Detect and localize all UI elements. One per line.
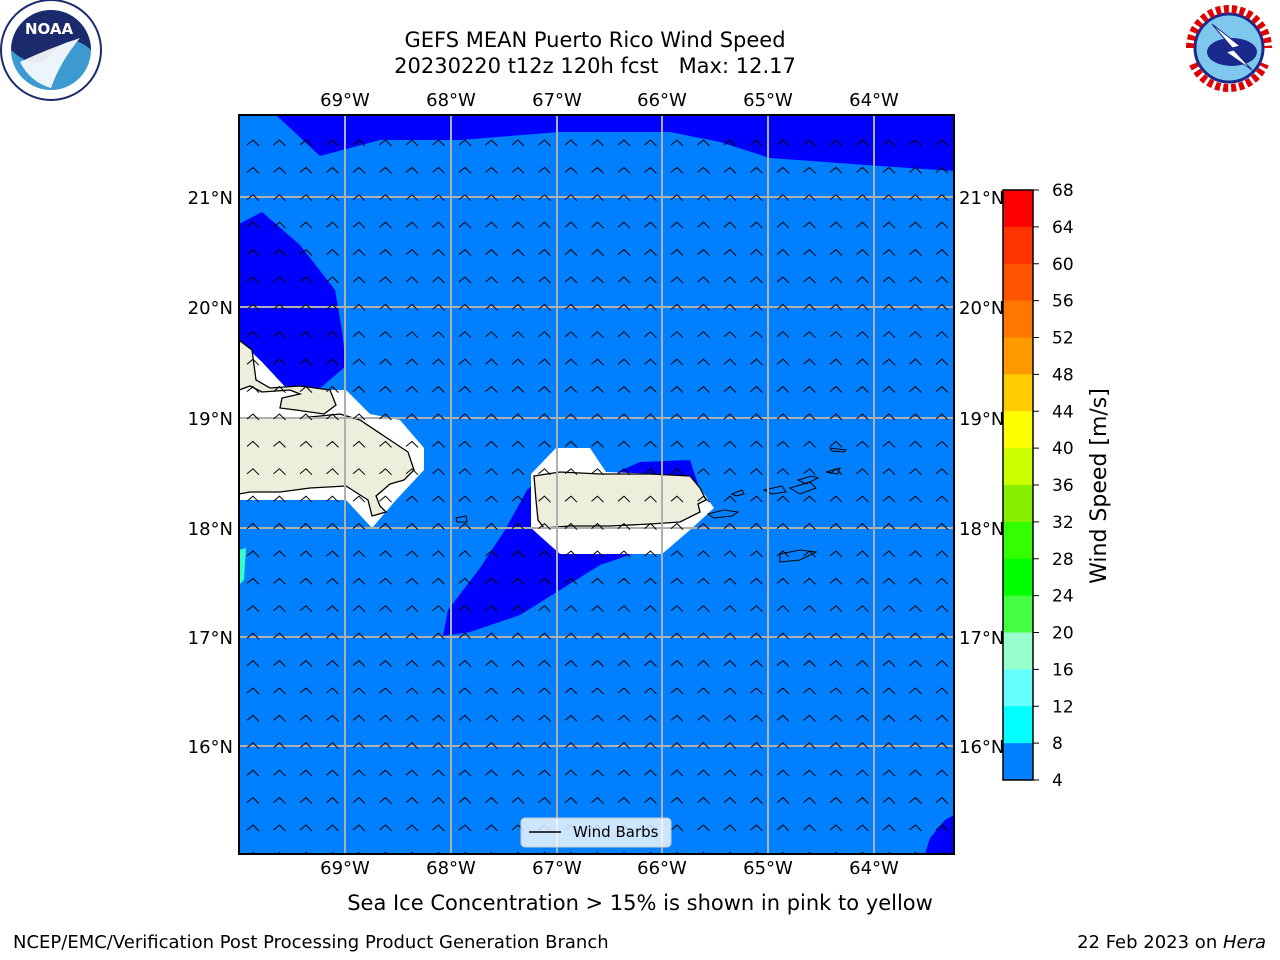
lon-label: 68°W	[426, 858, 476, 879]
svg-text:NOAA: NOAA	[25, 20, 74, 38]
lat-label: 18°N	[959, 519, 1004, 540]
colorbar-segment	[1003, 669, 1033, 707]
lat-label: 19°N	[959, 409, 1004, 430]
gridlines	[239, 115, 954, 854]
footer-host: Hera	[1222, 932, 1266, 953]
colorbar-tick-label: 20	[1052, 624, 1074, 644]
map-frame	[238, 114, 955, 855]
land-vieques	[706, 509, 740, 519]
lat-label: 18°N	[188, 519, 233, 540]
axis-labels: 69°W 68°W 67°W 66°W 65°W 64°W 69°W 68°W …	[188, 90, 1005, 879]
colorbar-segment	[1003, 448, 1033, 486]
colorbar-segment	[1003, 190, 1033, 228]
land-anegada	[825, 467, 841, 475]
colorbar-segment	[1003, 263, 1033, 302]
footer-date: 22 Feb 2023 on Hera	[1077, 932, 1266, 953]
map-panel	[239, 115, 954, 854]
land-st-croix	[779, 549, 818, 563]
colorbar-segment	[1003, 743, 1033, 781]
colorbar-segment	[1003, 485, 1033, 523]
land-hispaniola	[239, 413, 415, 517]
wind-band-4-8-se	[925, 815, 954, 854]
lon-label: 68°W	[426, 90, 476, 111]
colorbar-label: Wind Speed [m/s]	[1087, 388, 1112, 584]
colorbar-tick-label: 68	[1052, 181, 1074, 201]
land-hispaniola-north	[239, 339, 337, 415]
colorbar-segment	[1003, 706, 1033, 744]
colorbar-segment	[1003, 521, 1033, 560]
colorbar-tick-label: 12	[1052, 697, 1074, 717]
colorbar-tick-label: 56	[1052, 292, 1074, 312]
lon-label: 65°W	[743, 90, 793, 111]
chart-title: GEFS MEAN Puerto Rico Wind Speed	[404, 28, 786, 52]
lat-label: 20°N	[959, 298, 1004, 319]
chart-subtitle: 20230220 t12z 120h fcst Max: 12.17	[394, 54, 796, 78]
wind-barb-field	[246, 139, 949, 854]
lon-label: 67°W	[532, 858, 582, 879]
wind-band-4-8-west	[239, 212, 346, 390]
colorbar-segment	[1003, 374, 1033, 412]
colorbar-tick-label: 24	[1052, 587, 1074, 607]
land-bvi	[796, 475, 820, 485]
colorbar-segment	[1003, 300, 1033, 338]
lon-label: 64°W	[849, 90, 899, 111]
colorbar-tick-label: 8	[1052, 734, 1063, 754]
colorbar-tick-label: 60	[1052, 255, 1074, 275]
colorbar-segment	[1003, 226, 1033, 265]
land-st-thomas	[762, 485, 787, 495]
lat-label: 19°N	[188, 409, 233, 430]
colorbar-tick-label: 64	[1052, 218, 1074, 238]
colorbar-tick-label: 4	[1052, 771, 1063, 791]
footer-credit: NCEP/EMC/Verification Post Processing Pr…	[13, 932, 609, 953]
lon-label: 67°W	[532, 90, 582, 111]
lon-label: 65°W	[743, 858, 793, 879]
colorbar-tick-label: 36	[1052, 476, 1074, 496]
sea-ice-caption: Sea Ice Concentration > 15% is shown in …	[347, 891, 933, 915]
land-mona-island	[455, 515, 468, 523]
nws-logo	[1182, 1, 1276, 95]
land-sombrero	[828, 447, 848, 453]
legend-label: Wind Barbs	[573, 823, 659, 841]
lat-label: 17°N	[188, 628, 233, 649]
lat-label: 16°N	[959, 737, 1004, 758]
colorbar-segment	[1003, 558, 1033, 597]
lat-label: 16°N	[188, 737, 233, 758]
lat-label: 21°N	[188, 188, 233, 209]
noaa-logo: NOAA	[0, 0, 102, 101]
land-tortola	[788, 481, 817, 495]
colorbar-tick-label: 48	[1052, 365, 1074, 385]
lat-label: 20°N	[188, 298, 233, 319]
wind-band-4-8-north	[276, 115, 954, 171]
lon-labels-bottom: 69°W 68°W 67°W 66°W 65°W 64°W	[320, 858, 899, 879]
colorbar-tick-label: 32	[1052, 513, 1074, 533]
colorbar-tick-label: 44	[1052, 402, 1074, 422]
lon-label: 69°W	[320, 90, 370, 111]
lon-label: 69°W	[320, 858, 370, 879]
lat-labels-left: 21°N 20°N 19°N 18°N 17°N 16°N	[188, 188, 233, 758]
colorbar-segment	[1003, 632, 1033, 670]
colorbar-tick-label: 52	[1052, 329, 1074, 349]
lat-labels-right: 21°N 20°N 19°N 18°N 17°N 16°N	[959, 188, 1004, 758]
lon-label: 64°W	[849, 858, 899, 879]
map-legend: Wind Barbs	[520, 817, 672, 848]
lon-label: 66°W	[637, 90, 687, 111]
lat-label: 21°N	[959, 188, 1004, 209]
lat-label: 17°N	[959, 628, 1004, 649]
colorbar-segment	[1003, 411, 1033, 449]
colorbar-ticks: 68 64 60 56 52 48 44 40 36 32 28 24 20 16 12 8 4	[1033, 181, 1074, 791]
footer-date-text: 22 Feb 2023 on	[1077, 932, 1223, 953]
colorbar-segment	[1003, 595, 1033, 633]
land-culebra	[730, 489, 745, 497]
wind-band-12-16	[239, 548, 246, 585]
colorbar-tick-label: 28	[1052, 550, 1074, 570]
lon-label: 66°W	[637, 858, 687, 879]
wind-barbs	[246, 139, 949, 854]
colorbar-tick-label: 40	[1052, 439, 1074, 459]
colorbar-tick-label: 16	[1052, 660, 1074, 680]
colorbar	[1002, 189, 1034, 781]
colorbar-segment	[1003, 337, 1033, 375]
lon-labels-top: 69°W 68°W 67°W 66°W 65°W 64°W	[320, 90, 899, 111]
